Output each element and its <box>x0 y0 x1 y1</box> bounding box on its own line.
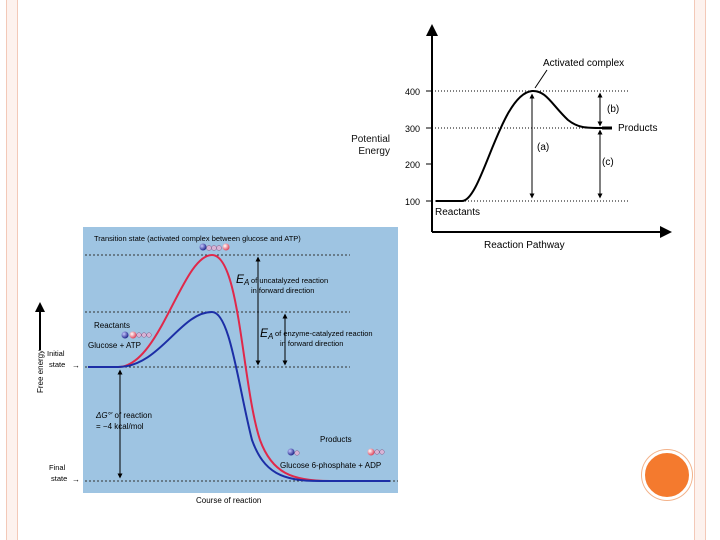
phosphate-group-icon <box>141 332 147 338</box>
adenosine-molecule-icon <box>367 448 375 456</box>
tick-400: 400 <box>405 87 420 97</box>
label-a: (a) <box>537 142 549 153</box>
ea-uncatalyzed-line2: in forward direction <box>251 286 314 295</box>
phosphate-group-icon <box>294 450 300 456</box>
products-label: Glucose 6-phosphate + ADP <box>280 461 381 470</box>
ea-catalyzed-line1: of enzyme-catalyzed reaction <box>275 329 373 338</box>
reaction-energy-curve <box>436 89 603 202</box>
delta-g-line2: = −4 kcal/mol <box>96 422 144 431</box>
final-state-arrow: → <box>72 475 80 484</box>
catalyzed-curve <box>88 310 390 482</box>
slide-border-right <box>694 0 706 540</box>
phosphate-group-icon <box>379 449 385 455</box>
ea-uncatalyzed-line1: of uncatalyzed reaction <box>251 276 328 285</box>
tick-100: 100 <box>405 197 420 207</box>
phosphate-group-icon <box>216 245 222 251</box>
y-axis-label-line2: Energy <box>358 146 390 157</box>
initial-state-label-2: state <box>49 360 65 369</box>
x-axis-label: Reaction Pathway <box>484 240 565 251</box>
reactants-label: Reactants <box>435 207 480 218</box>
activated-complex-label: Activated complex <box>543 58 624 69</box>
y-axis-label-line1: Potential <box>351 134 390 145</box>
tick-300: 300 <box>405 124 420 134</box>
x-axis-label: Course of reaction <box>196 496 261 505</box>
glucose-molecule-icon <box>199 243 207 251</box>
reactants-label: Glucose + ATP <box>88 341 141 350</box>
phosphate-group-icon <box>374 449 380 455</box>
uncatalyzed-curve <box>88 253 390 482</box>
phosphate-group-icon <box>206 245 212 251</box>
initial-state-label-1: Initial <box>47 349 65 358</box>
delta-g-line1: ΔG°′ of reaction <box>95 411 152 420</box>
ea-uncatalyzed-symbol: EA <box>236 272 249 287</box>
ea-catalyzed-symbol: EA <box>260 326 273 341</box>
label-b: (b) <box>607 104 619 115</box>
ea-catalyzed-line2: in forward direction <box>280 339 343 348</box>
diagram-panel <box>83 227 398 493</box>
phosphate-group-icon <box>211 245 217 251</box>
phosphate-group-icon <box>146 332 152 338</box>
glucose-molecule-icon <box>287 448 295 456</box>
reactants-title: Reactants <box>94 321 130 330</box>
slide-accent-circle <box>642 450 692 500</box>
tick-200: 200 <box>405 160 420 170</box>
free-energy-label: Free energy <box>36 350 45 393</box>
initial-state-arrow: → <box>72 361 80 370</box>
glucose-molecule-icon <box>121 331 129 339</box>
adenosine-molecule-icon <box>129 331 137 339</box>
free-energy-diagram: Free energy Initial state → Final state … <box>35 227 398 505</box>
transition-state-label: Transition state (activated complex betw… <box>94 234 301 243</box>
adenosine-molecule-icon <box>222 243 230 251</box>
products-title: Products <box>320 435 352 444</box>
final-state-label-1: Final <box>49 463 66 472</box>
products-label: Products <box>618 123 657 134</box>
label-c: (c) <box>602 157 614 168</box>
phosphate-group-icon <box>136 332 142 338</box>
final-state-label-2: state <box>51 474 67 483</box>
potential-energy-diagram: Potential Energy 400 300 200 100 Activat… <box>351 24 672 251</box>
slide-border-left <box>6 0 18 540</box>
